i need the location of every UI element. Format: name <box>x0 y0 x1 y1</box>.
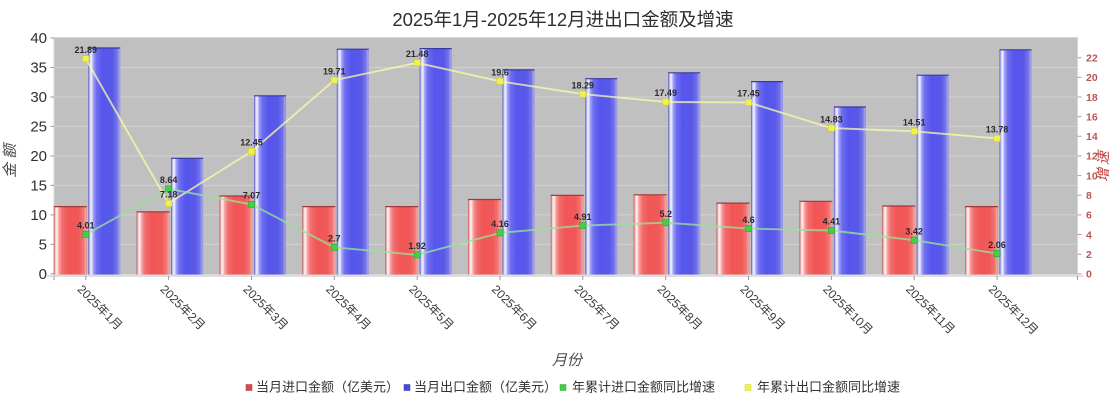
svg-text:4.16: 4.16 <box>491 219 509 229</box>
svg-text:18.29: 18.29 <box>572 80 595 90</box>
svg-text:增速: 增速 <box>1095 148 1111 182</box>
svg-text:17.45: 17.45 <box>737 89 760 99</box>
svg-text:22: 22 <box>1086 53 1098 65</box>
svg-text:19.6: 19.6 <box>491 68 509 78</box>
svg-text:2025年11月: 2025年11月 <box>903 282 958 337</box>
svg-text:2025年12月: 2025年12月 <box>986 282 1041 337</box>
svg-text:5: 5 <box>39 237 47 254</box>
svg-text:0: 0 <box>1086 269 1092 281</box>
svg-text:年累计进口金额同比增速: 年累计进口金额同比增速 <box>572 380 715 395</box>
svg-text:21.48: 21.48 <box>406 49 429 59</box>
svg-text:2025年9月: 2025年9月 <box>737 282 787 332</box>
svg-text:20: 20 <box>1086 72 1098 84</box>
svg-text:4: 4 <box>1086 229 1092 241</box>
svg-text:16: 16 <box>1086 111 1098 123</box>
svg-text:8.64: 8.64 <box>160 175 178 185</box>
svg-text:4.41: 4.41 <box>823 217 841 227</box>
svg-text:3.42: 3.42 <box>905 226 923 236</box>
svg-text:1.92: 1.92 <box>408 241 426 251</box>
svg-text:2025年5月: 2025年5月 <box>406 282 456 332</box>
svg-text:年累计出口金额同比增速: 年累计出口金额同比增速 <box>757 380 900 395</box>
svg-text:2025年7月: 2025年7月 <box>572 282 622 332</box>
svg-text:2025年10月: 2025年10月 <box>820 282 875 337</box>
svg-text:2: 2 <box>1086 249 1092 261</box>
svg-text:35: 35 <box>30 60 47 77</box>
svg-text:2025年2月: 2025年2月 <box>157 282 207 332</box>
svg-text:2025年1月: 2025年1月 <box>75 282 125 332</box>
svg-text:14: 14 <box>1086 131 1098 143</box>
svg-text:2025年3月: 2025年3月 <box>240 282 290 332</box>
svg-text:2025年8月: 2025年8月 <box>655 282 705 332</box>
svg-text:当月出口金额（亿美元）: 当月出口金额（亿美元） <box>414 380 557 395</box>
svg-text:金额: 金额 <box>2 140 19 178</box>
svg-text:8: 8 <box>1086 190 1092 202</box>
svg-text:18: 18 <box>1086 92 1098 104</box>
svg-text:14.51: 14.51 <box>903 118 926 128</box>
svg-text:当月进口金额（亿美元）: 当月进口金额（亿美元） <box>256 380 399 395</box>
svg-text:2.7: 2.7 <box>328 234 341 244</box>
svg-text:5.2: 5.2 <box>659 209 672 219</box>
svg-text:4.01: 4.01 <box>77 221 95 231</box>
svg-text:14.83: 14.83 <box>820 114 843 124</box>
svg-text:10: 10 <box>30 207 47 224</box>
svg-text:2025年4月: 2025年4月 <box>323 282 373 332</box>
svg-text:月份: 月份 <box>552 352 584 369</box>
svg-text:2025年1月-2025年12月进出口金额及增速: 2025年1月-2025年12月进出口金额及增速 <box>392 9 733 30</box>
svg-text:4.6: 4.6 <box>742 215 755 225</box>
svg-text:19.71: 19.71 <box>323 66 346 76</box>
svg-text:15: 15 <box>30 178 47 195</box>
svg-text:2025年6月: 2025年6月 <box>489 282 539 332</box>
svg-text:0: 0 <box>39 266 47 283</box>
svg-text:12.45: 12.45 <box>240 138 263 148</box>
svg-text:12: 12 <box>1086 151 1098 163</box>
svg-text:6: 6 <box>1086 210 1092 222</box>
svg-text:25: 25 <box>30 119 47 136</box>
svg-text:13.78: 13.78 <box>986 125 1009 135</box>
svg-text:10: 10 <box>1086 170 1098 182</box>
svg-text:21.89: 21.89 <box>75 45 98 55</box>
svg-text:4.91: 4.91 <box>574 212 592 222</box>
svg-text:20: 20 <box>30 148 47 165</box>
svg-text:7.07: 7.07 <box>243 191 261 201</box>
svg-text:17.49: 17.49 <box>654 88 677 98</box>
svg-text:7.18: 7.18 <box>160 190 178 200</box>
svg-text:2.06: 2.06 <box>988 240 1006 250</box>
svg-text:40: 40 <box>30 30 47 47</box>
svg-text:30: 30 <box>30 89 47 106</box>
